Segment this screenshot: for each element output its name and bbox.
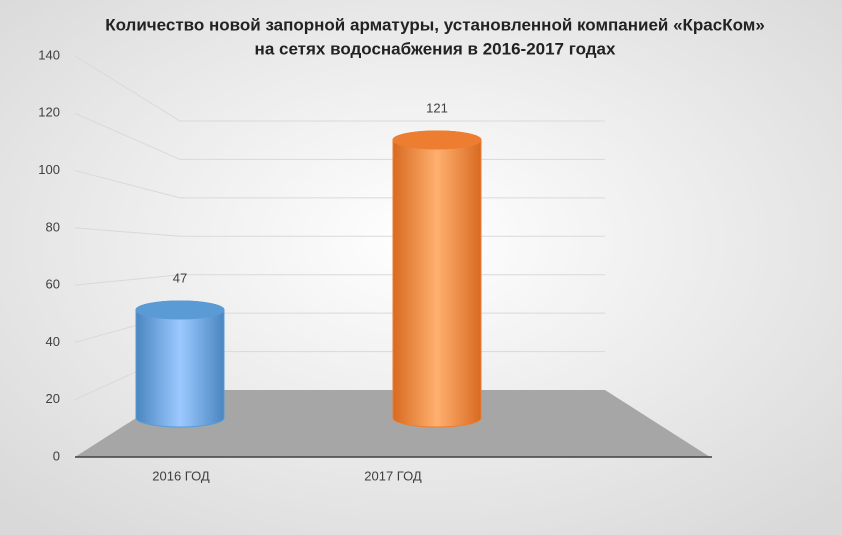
y-tick-label: 60 xyxy=(46,277,60,292)
data-label: 47 xyxy=(173,270,187,285)
y-tick-label: 80 xyxy=(46,219,60,234)
bar xyxy=(135,300,225,428)
floor xyxy=(75,390,710,457)
grid-line xyxy=(74,55,605,122)
y-tick-label: 120 xyxy=(38,105,60,120)
x-tick-label: 2016 ГОД xyxy=(152,468,210,483)
bar-top xyxy=(135,300,225,320)
chart-title: на сетях водоснабжения в 2016-2017 годах xyxy=(255,39,616,58)
y-tick-label: 0 xyxy=(53,448,60,463)
y-tick-label: 40 xyxy=(46,334,60,349)
data-label: 121 xyxy=(426,100,448,115)
y-tick-label: 140 xyxy=(38,47,60,62)
chart-title: Количество новой запорной арматуры, уста… xyxy=(105,15,765,34)
x-tick-label: 2017 ГОД xyxy=(364,468,422,483)
y-tick-label: 100 xyxy=(38,162,60,177)
bar xyxy=(392,130,482,428)
y-tick-label: 20 xyxy=(46,391,60,406)
bar-top xyxy=(392,130,482,150)
